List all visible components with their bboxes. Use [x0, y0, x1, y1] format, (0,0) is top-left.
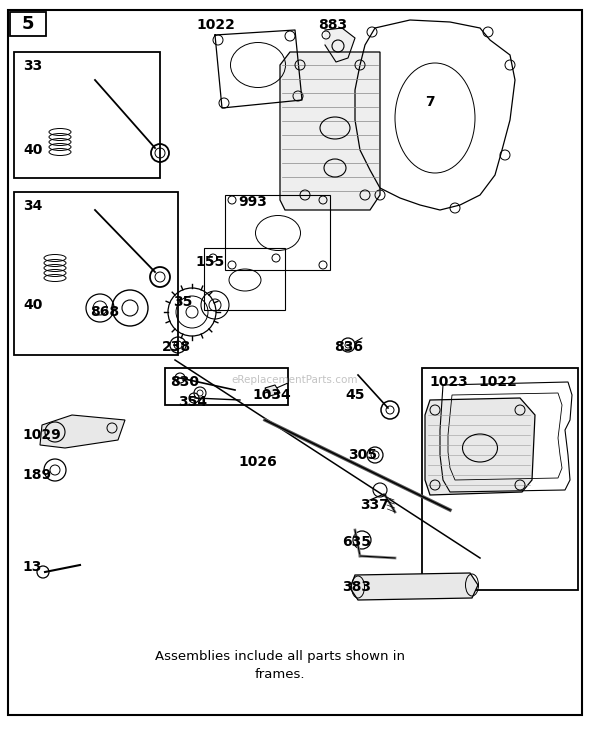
- Text: 830: 830: [170, 375, 199, 389]
- Bar: [165, 368, 288, 405]
- Polygon shape: [40, 415, 125, 448]
- Text: frames.: frames.: [255, 668, 305, 681]
- Polygon shape: [350, 573, 478, 600]
- Text: 155: 155: [195, 255, 224, 269]
- Text: 635: 635: [342, 535, 371, 549]
- Text: 383: 383: [342, 580, 371, 594]
- Text: 34: 34: [23, 199, 42, 213]
- Polygon shape: [425, 398, 535, 495]
- Text: 1034: 1034: [252, 388, 291, 402]
- Text: 5: 5: [22, 15, 34, 33]
- Bar: [14, 192, 178, 355]
- Polygon shape: [280, 52, 380, 210]
- Text: 40: 40: [23, 143, 42, 157]
- Text: 238: 238: [162, 340, 191, 354]
- Bar: [10, 12, 46, 36]
- Text: 189: 189: [22, 468, 51, 482]
- Text: 33: 33: [23, 59, 42, 73]
- Text: 13: 13: [22, 560, 41, 574]
- Text: 883: 883: [318, 18, 347, 32]
- Text: 40: 40: [23, 298, 42, 312]
- Text: Assemblies include all parts shown in: Assemblies include all parts shown in: [155, 650, 405, 663]
- Text: 836: 836: [334, 340, 363, 354]
- Text: 1026: 1026: [238, 455, 277, 469]
- Text: eReplacementParts.com: eReplacementParts.com: [232, 375, 358, 385]
- Bar: [225, 195, 330, 270]
- Text: 354: 354: [178, 395, 207, 409]
- Bar: [422, 368, 578, 590]
- Text: 45: 45: [345, 388, 365, 402]
- Text: 35: 35: [173, 295, 192, 309]
- Polygon shape: [265, 385, 280, 396]
- Text: 1023: 1023: [429, 375, 468, 389]
- Bar: [204, 248, 285, 310]
- Text: 1029: 1029: [22, 428, 61, 442]
- Text: 1022: 1022: [196, 18, 235, 32]
- Bar: [14, 52, 160, 178]
- Text: 337: 337: [360, 498, 389, 512]
- Text: 7: 7: [425, 95, 435, 109]
- Text: 993: 993: [238, 195, 267, 209]
- Polygon shape: [325, 28, 355, 62]
- Text: 1022: 1022: [478, 375, 517, 389]
- Text: 868: 868: [90, 305, 119, 319]
- Text: 305: 305: [348, 448, 377, 462]
